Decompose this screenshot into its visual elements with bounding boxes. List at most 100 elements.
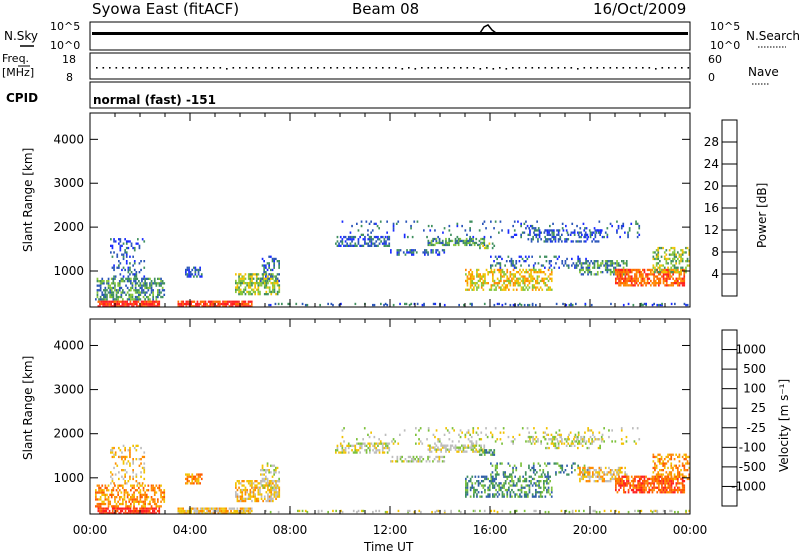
data-cell: [464, 239, 466, 243]
freq-dot: [466, 67, 469, 69]
data-cell: [377, 449, 379, 452]
data-cell: [596, 260, 599, 263]
data-cell: [128, 493, 131, 496]
data-cell: [163, 491, 166, 494]
data-cell: [677, 455, 679, 459]
data-cell: [556, 229, 558, 232]
data-cell: [586, 446, 589, 450]
data-cell: [503, 288, 505, 291]
data-cell: [121, 451, 123, 454]
data-cell: [116, 302, 119, 306]
data-cell: [547, 433, 550, 436]
data-cell: [613, 471, 615, 474]
data-cell: [484, 491, 486, 494]
data-cell: [587, 471, 589, 474]
data-cell: [654, 284, 657, 287]
data-cell: [388, 244, 391, 247]
data-cell: [652, 257, 655, 261]
data-cell: [275, 497, 277, 500]
data-cell: [651, 480, 654, 483]
data-cell: [118, 498, 121, 501]
data-cell: [600, 262, 602, 265]
data-cell: [126, 493, 129, 496]
data-cell: [152, 500, 154, 503]
data-cell: [546, 229, 549, 232]
data-cell: [635, 488, 638, 492]
data-cell: [257, 286, 260, 289]
data-cell: [592, 471, 594, 474]
data-cell: [538, 282, 540, 285]
data-cell: [544, 255, 546, 258]
data-cell: [677, 482, 679, 485]
data-cell: [588, 268, 591, 272]
data-cell: [425, 249, 428, 252]
data-cell: [634, 484, 636, 487]
data-cell: [275, 466, 277, 470]
data-cell: [545, 255, 548, 258]
data-cell: [545, 240, 547, 243]
data-cell: [339, 444, 342, 447]
data-cell: [670, 282, 673, 285]
data-cell: [475, 448, 478, 451]
data-cell: [669, 486, 671, 489]
data-cell: [501, 509, 504, 513]
data-cell: [575, 440, 578, 443]
data-cell: [645, 273, 647, 276]
data-cell: [247, 507, 250, 510]
data-cell: [114, 284, 116, 287]
data-cell: [680, 249, 682, 252]
data-cell: [456, 222, 459, 225]
data-cell: [126, 491, 129, 494]
data-cell: [130, 289, 132, 292]
colorbar-tick-label: 25: [751, 401, 766, 415]
data-cell: [533, 233, 536, 236]
data-cell: [659, 469, 661, 472]
data-cell: [127, 507, 130, 510]
data-cell: [153, 509, 156, 513]
data-cell: [538, 475, 540, 478]
data-cell: [520, 255, 522, 258]
data-cell: [515, 493, 518, 496]
data-cell: [500, 277, 502, 280]
data-cell: [510, 235, 513, 239]
data-cell: [125, 284, 127, 287]
data-cell: [193, 266, 195, 269]
data-cell: [645, 480, 647, 483]
data-cell: [132, 471, 134, 474]
data-cell: [619, 268, 622, 272]
data-cell: [655, 268, 658, 272]
data-cell: [683, 491, 686, 494]
data-cell: [680, 260, 682, 263]
data-cell: [367, 242, 370, 245]
data-cell: [469, 446, 471, 449]
data-cell: [257, 491, 260, 494]
data-cell: [630, 475, 633, 478]
data-cell: [619, 486, 622, 489]
data-cell: [584, 471, 586, 474]
data-cell: [214, 300, 216, 303]
data-cell: [101, 282, 104, 285]
data-cell: [199, 302, 202, 306]
data-cell: [273, 288, 276, 291]
data-cell: [554, 238, 557, 241]
data-cell: [107, 300, 109, 303]
data-cell: [384, 235, 387, 239]
data-cell: [665, 462, 668, 465]
data-cell: [142, 291, 145, 294]
data-cell: [510, 260, 513, 263]
data-cell: [354, 302, 357, 306]
data-cell: [278, 264, 280, 267]
data-cell: [658, 488, 660, 492]
data-cell: [263, 477, 265, 481]
data-cell: [561, 240, 563, 243]
data-cell: [531, 302, 534, 306]
data-cell: [126, 302, 128, 306]
data-cell: [212, 302, 215, 306]
data-cell: [529, 231, 531, 234]
data-cell: [132, 477, 134, 481]
data-cell: [257, 488, 260, 492]
data-cell: [370, 244, 373, 247]
data-cell: [626, 279, 628, 283]
data-cell: [127, 449, 130, 452]
data-cell: [616, 471, 618, 474]
